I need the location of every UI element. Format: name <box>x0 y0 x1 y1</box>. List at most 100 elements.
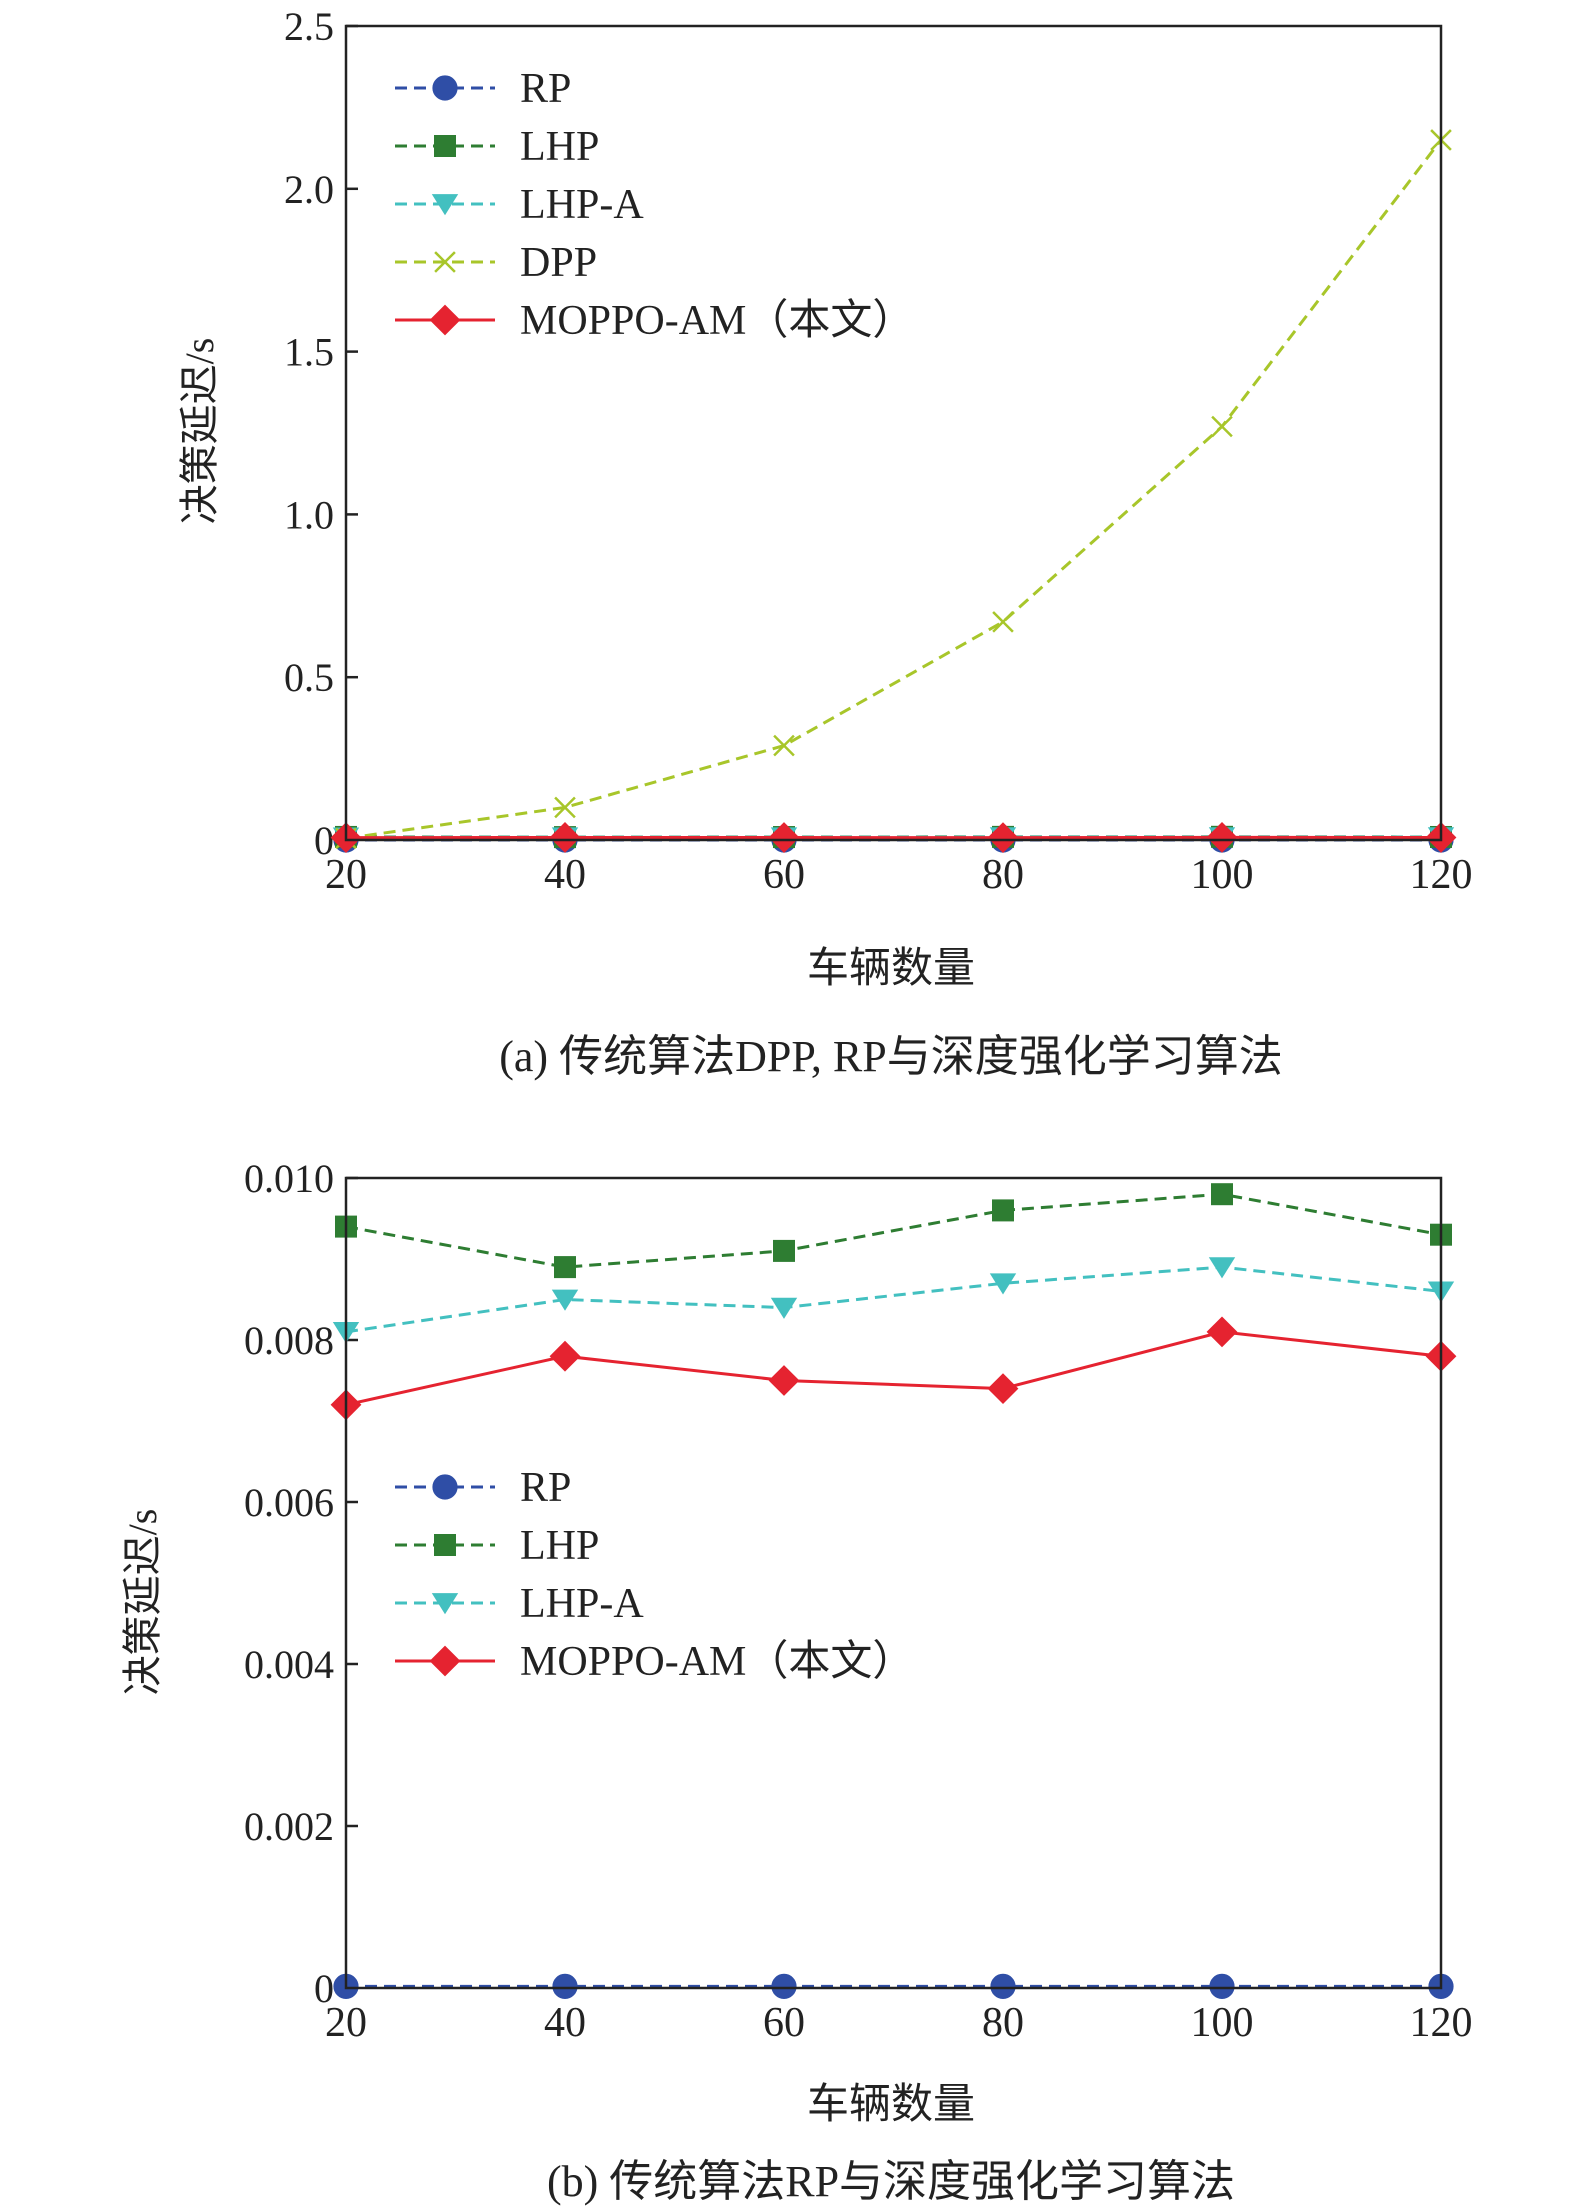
y-tick-label: 0 <box>314 818 334 863</box>
plot-frame <box>344 1176 1443 1990</box>
y-tick-label: 0.010 <box>244 1156 334 1201</box>
series-line <box>345 1192 1442 1269</box>
series-line <box>345 139 1443 840</box>
legend-item-lhp: LHP <box>395 1523 599 1569</box>
legend-item-lhp-a: LHP-A <box>395 1581 644 1627</box>
series-lhp <box>335 1183 1452 1279</box>
y-tick-label: 0.5 <box>284 655 334 700</box>
chart-caption: (a) 传统算法DPP, RP与深度强化学习算法 <box>499 1032 1283 1081</box>
data-point <box>773 1239 795 1262</box>
legend-item-rp: RP <box>395 66 571 112</box>
x-tick-label: 20 <box>325 852 367 898</box>
legend-item-moppo-am: MOPPO-AM（本文） <box>395 1638 914 1685</box>
data-point <box>551 1289 579 1311</box>
x-tick-label: 60 <box>763 852 805 898</box>
legend-label: LHP-A <box>520 182 644 228</box>
legend-marker <box>431 194 459 216</box>
legend-label: DPP <box>520 240 597 286</box>
series-lhp-a <box>332 1257 1455 1344</box>
data-point <box>990 1973 1016 1999</box>
x-tick-label: 100 <box>1191 852 1254 898</box>
y-tick-label: 1.0 <box>284 492 334 537</box>
data-point <box>771 1973 797 1999</box>
series-layer <box>330 1183 1457 1999</box>
data-point <box>768 1365 800 1396</box>
data-point <box>552 1973 578 1999</box>
legend-label: RP <box>520 66 571 112</box>
legend-label: LHP <box>520 1523 599 1569</box>
legend-item-rp: RP <box>395 1465 571 1511</box>
y-axis-label: 决策延迟/s <box>177 338 222 525</box>
series-line <box>345 1330 1442 1407</box>
legend-label: LHP <box>520 124 599 170</box>
x-tick-label: 100 <box>1191 2000 1254 2046</box>
axis-ticks: 0 0.5 1.0 1.5 2.0 2.5 20 40 60 80 100 120 <box>284 4 1473 898</box>
legend-marker <box>429 304 461 336</box>
legend-item-lhp-a: LHP-A <box>395 182 644 228</box>
data-point <box>554 796 576 819</box>
series-moppo-am <box>330 1316 1457 1421</box>
data-point <box>992 1199 1014 1222</box>
series-line <box>345 1265 1442 1334</box>
x-tick-label: 40 <box>544 2000 586 2046</box>
series-dpp <box>335 129 1452 850</box>
y-tick-label: 0 <box>314 1966 334 2011</box>
data-point <box>992 611 1014 633</box>
chart-a: 决策延迟/s 车辆数量 (a) 传统算法DPP, RP与深度强化学习算法 0 0.… <box>177 4 1473 1081</box>
x-tick-label: 40 <box>544 852 586 898</box>
x-axis-label: 车辆数量 <box>807 2082 975 2128</box>
legend-marker <box>429 1645 461 1677</box>
data-point <box>1209 1973 1235 1999</box>
data-point <box>773 734 795 757</box>
data-point <box>1206 1316 1238 1348</box>
y-tick-label: 0.006 <box>244 1480 334 1525</box>
y-tick-label: 1.5 <box>284 330 334 375</box>
legend-label: MOPPO-AM（本文） <box>520 1638 914 1685</box>
legend-item-moppo-am: MOPPO-AM（本文） <box>395 297 914 344</box>
y-tick-label: 0.008 <box>244 1318 334 1363</box>
x-axis-label: 车辆数量 <box>807 946 975 992</box>
data-point <box>768 822 800 853</box>
y-axis-label: 决策延迟/s <box>120 1509 165 1696</box>
data-point <box>554 1256 576 1279</box>
legend-label: MOPPO-AM（本文） <box>520 297 914 344</box>
legend-marker <box>434 1534 456 1556</box>
data-point <box>549 822 581 853</box>
chart-b: 决策延迟/s 车辆数量 (b) 传统算法RP与深度强化学习算法 0 0.002 0.… <box>120 1156 1473 2206</box>
y-tick-label: 0.004 <box>244 1642 334 1687</box>
data-point <box>987 822 1019 853</box>
data-point <box>770 1297 798 1319</box>
axis-ticks: 0 0.002 0.004 0.006 0.008 0.010 20 40 60 80 100 120 <box>244 1156 1473 2046</box>
x-tick-label: 60 <box>763 2000 805 2046</box>
x-tick-label: 120 <box>1410 852 1473 898</box>
series-layer <box>330 129 1457 854</box>
chart-caption: (b) 传统算法RP与深度强化学习算法 <box>547 2157 1235 2206</box>
data-point <box>987 1373 1019 1404</box>
legend-marker <box>434 135 456 157</box>
x-tick-label: 80 <box>982 2000 1024 2046</box>
data-point <box>1211 415 1233 438</box>
data-point <box>1206 821 1238 853</box>
series-rp <box>333 1973 1454 1999</box>
x-tick-label: 20 <box>325 2000 367 2046</box>
legend-item-dpp: DPP <box>395 240 597 286</box>
legend: RP LHP LHP-A MOPPO-AM（本文） <box>395 1465 914 1685</box>
series-moppo-am <box>330 821 1457 854</box>
legend-marker <box>431 1593 459 1615</box>
legend-label: LHP-A <box>520 1581 644 1627</box>
legend-label: RP <box>520 1465 571 1511</box>
legend-marker <box>432 1474 458 1500</box>
plot-frame <box>344 24 1443 842</box>
legend-marker <box>432 75 458 101</box>
legend: RP LHP LHP-A DPP MOPPO-AM（本文） <box>395 66 914 344</box>
data-point <box>549 1340 581 1372</box>
y-tick-label: 2.5 <box>284 4 334 49</box>
data-point <box>1211 1183 1233 1206</box>
legend-item-lhp: LHP <box>395 124 599 170</box>
data-point <box>989 1273 1017 1295</box>
y-tick-label: 2.0 <box>284 167 334 212</box>
x-tick-label: 80 <box>982 852 1024 898</box>
data-point <box>1208 1257 1236 1279</box>
legend-marker <box>434 251 456 273</box>
